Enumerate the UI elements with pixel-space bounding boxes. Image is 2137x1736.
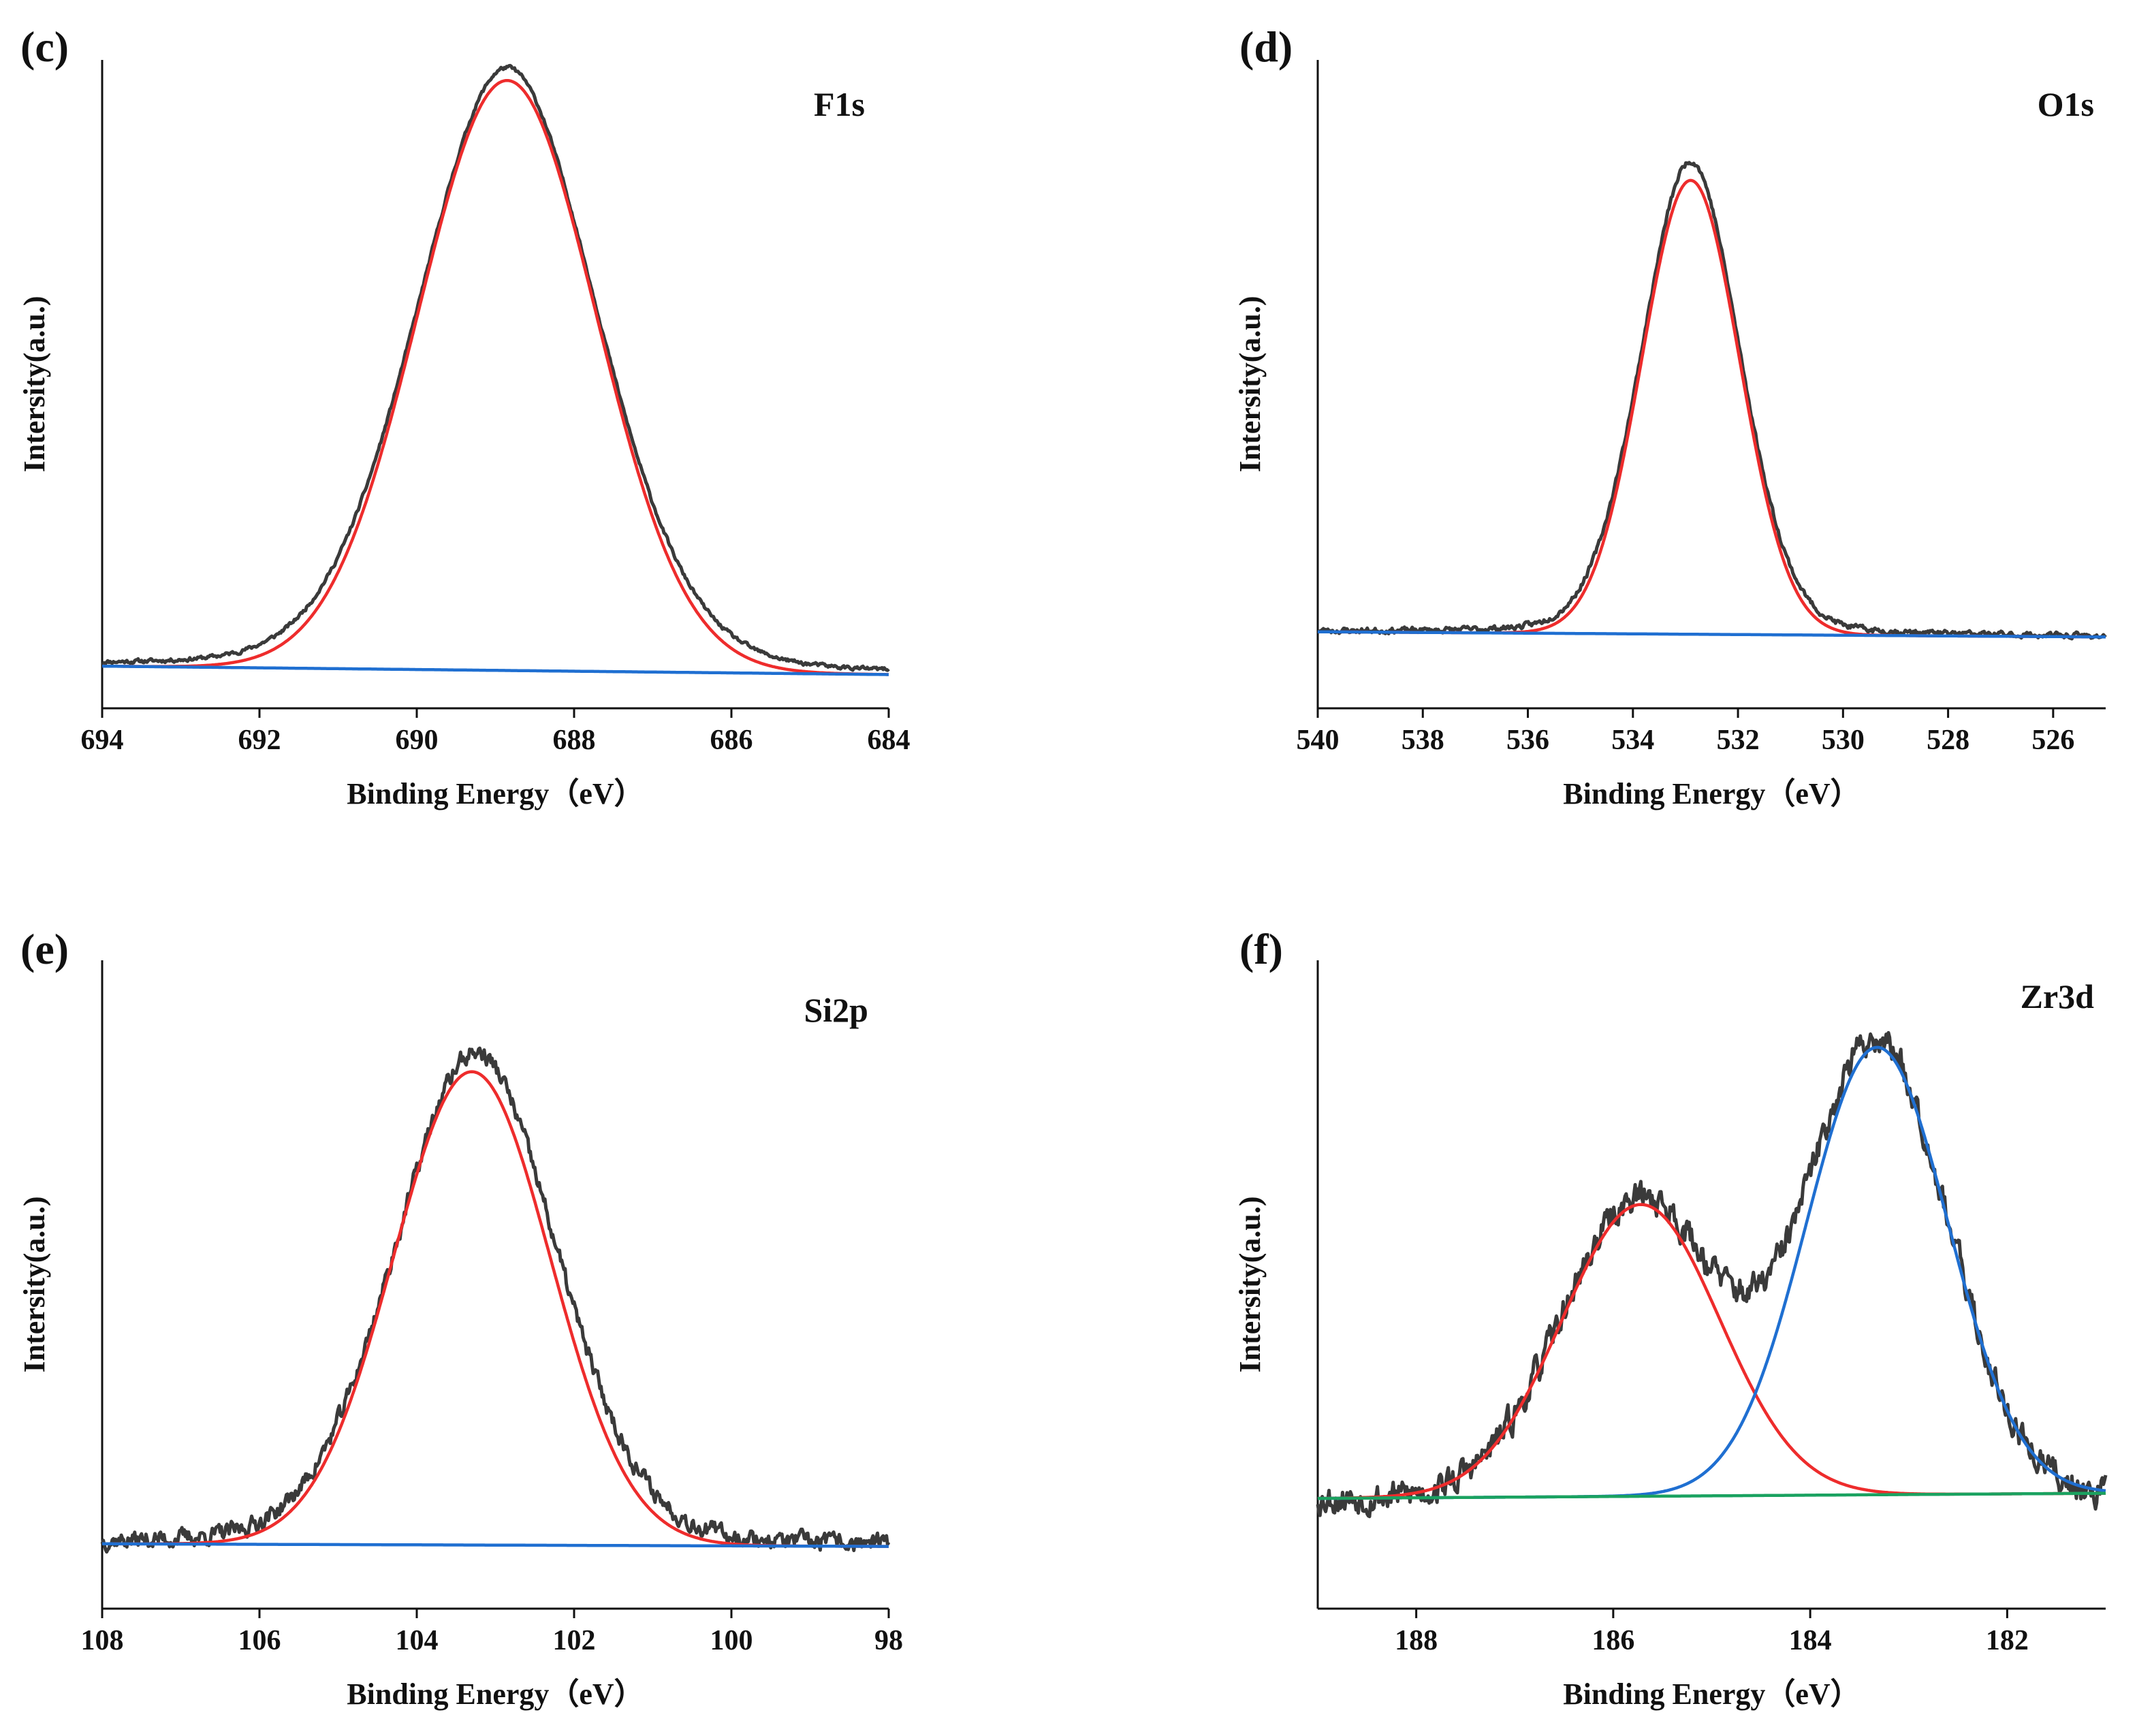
chart-panel-o1s: 540 538 536 534 532 530 528 526 (d) O1s Binding En… [1233, 22, 2107, 810]
x-axis-title: Binding Energy（eV） [347, 777, 644, 810]
x-tick-label: 532 [1717, 725, 1760, 756]
chart-panel-zr3d: 188 186 184 182 (f) Zr3d Binding Energy（eV） Int… [1233, 925, 2108, 1711]
series-line-raw [101, 63, 890, 672]
peak-label: Si2p [804, 991, 868, 1029]
x-axis-title: Binding Energy（eV） [1563, 1677, 1860, 1711]
series-line-background [101, 664, 889, 676]
series-line-fit [101, 1070, 889, 1548]
y-axis-title: Intersity(a.u.) [1233, 296, 1267, 472]
x-tick-label: 538 [1402, 725, 1444, 756]
x-tick-label: 536 [1506, 725, 1549, 756]
x-tick-label: 530 [1822, 725, 1865, 756]
x-tick-label: 184 [1789, 1625, 1832, 1656]
series-line-background [1317, 1492, 2106, 1500]
x-tick-label: 540 [1297, 725, 1340, 756]
x-tick-label: 186 [1592, 1625, 1634, 1656]
series-line-raw [100, 1046, 891, 1554]
x-tick-label: 688 [553, 725, 596, 756]
y-axis-title: Intersity(a.u.) [18, 1196, 51, 1372]
x-tick-label: 104 [396, 1625, 439, 1656]
panel-letter: (f) [1239, 925, 1283, 973]
x-axis-title: Binding Energy（eV） [347, 1677, 644, 1711]
x-tick-label: 690 [396, 725, 439, 756]
peak-label: F1s [814, 85, 865, 123]
x-tick-label: 188 [1395, 1625, 1438, 1656]
x-tick-label: 684 [868, 725, 911, 756]
series-line-raw [1317, 161, 2107, 641]
x-tick-label: 106 [238, 1625, 281, 1656]
x-tick-label: 686 [710, 725, 753, 756]
x-tick-label: 534 [1611, 725, 1654, 756]
x-tick-label: 182 [1986, 1625, 2029, 1656]
y-axis-title: Intersity(a.u.) [1233, 1196, 1267, 1372]
x-tick-label: 102 [553, 1625, 596, 1656]
x-axis-title: Binding Energy（eV） [1563, 777, 1860, 810]
y-axis-title: Intersity(a.u.) [18, 296, 51, 472]
x-tick-label: 528 [1927, 725, 1969, 756]
x-tick-label: 692 [238, 725, 281, 756]
x-tick-label: 100 [710, 1625, 753, 1656]
peak-label: Zr3d [2021, 977, 2095, 1015]
panel-letter: (e) [20, 925, 69, 973]
peak-label: O1s [2038, 85, 2094, 123]
chart-panel-si2p: 108 106 104 102 100 98 (e) Si2p Binding Energy（e… [18, 925, 903, 1711]
chart-panel-f1s: 694 692 690 688 686 684 (c) F1s Binding Energy（e… [18, 22, 911, 810]
x-tick-label: 98 [874, 1625, 903, 1656]
x-tick-label: 694 [81, 725, 124, 756]
x-tick-label: 526 [2031, 725, 2074, 756]
series-line-raw [1316, 1030, 2108, 1519]
series-line-fit-peak-1 [1317, 1203, 2106, 1500]
series-line-fit [1317, 178, 2106, 639]
series-line-background [1317, 630, 2106, 639]
x-tick-label: 108 [81, 1625, 124, 1656]
series-line-background [101, 1542, 889, 1548]
panel-letter: (d) [1239, 22, 1293, 71]
series-line-fit [101, 78, 889, 676]
panel-letter: (c) [20, 22, 69, 71]
